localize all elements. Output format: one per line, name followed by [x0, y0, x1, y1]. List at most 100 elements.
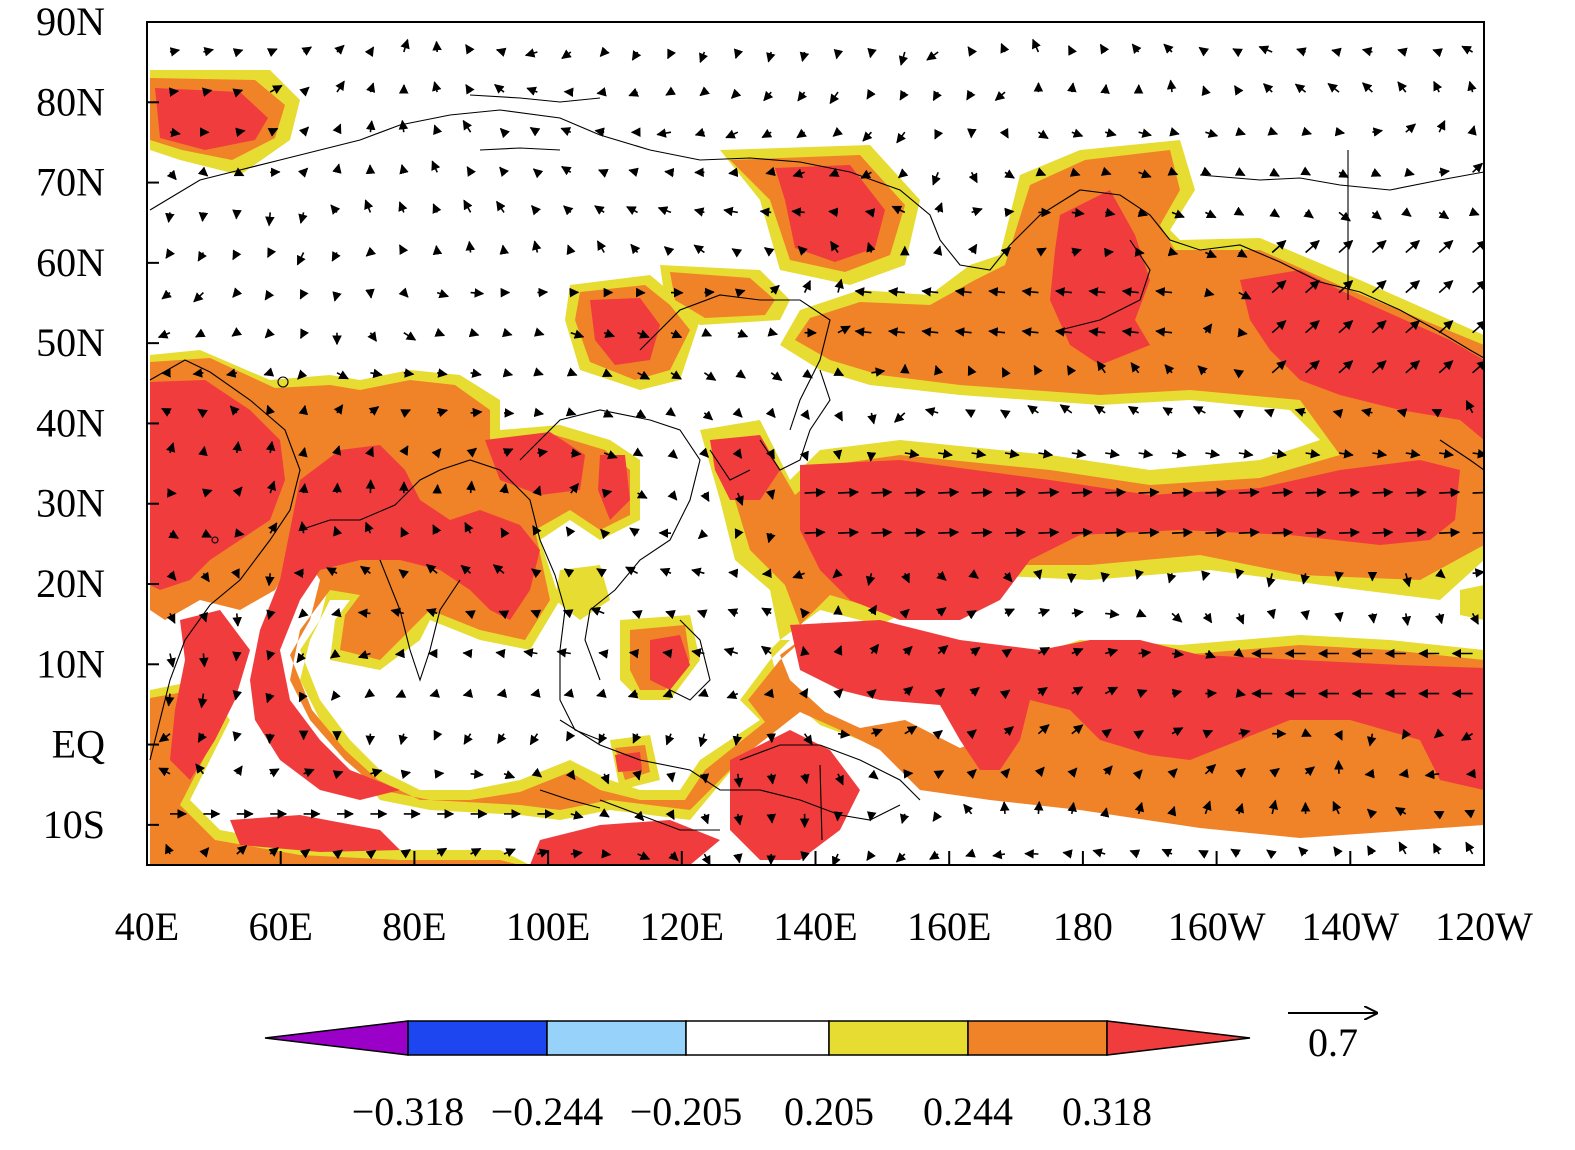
wind-vector: [465, 610, 476, 620]
wind-vector: [198, 611, 208, 623]
wind-vector: [1069, 167, 1081, 177]
wind-vector: [670, 370, 682, 380]
wind-vector: [1327, 82, 1340, 93]
wind-vector: [797, 245, 808, 256]
wind-vector: [232, 731, 242, 742]
wind-vector: [1467, 80, 1477, 93]
wind-vector: [1268, 799, 1279, 815]
wind-vector: [630, 243, 641, 255]
wind-vector: [1205, 449, 1221, 459]
wind-vector: [332, 770, 344, 780]
wind-vector: [1137, 207, 1149, 218]
wind-vector: [732, 448, 743, 459]
wind-vector: [1367, 613, 1378, 624]
wind-vector: [1202, 323, 1213, 335]
wind-vector: [326, 567, 338, 577]
wind-vector: [570, 810, 584, 820]
wind-vector: [1371, 239, 1387, 254]
wind-vector: [400, 409, 411, 418]
wind-vector: [1361, 407, 1373, 418]
wind-vector: [837, 487, 859, 498]
wind-vector: [868, 769, 879, 780]
wind-vector: [1071, 647, 1084, 657]
wind-vector: [767, 327, 779, 337]
wind-vector: [726, 690, 739, 699]
wind-vector: [1067, 82, 1077, 93]
wind-vector: [298, 691, 308, 703]
wind-vector: [665, 733, 675, 746]
wind-vector: [265, 733, 275, 744]
wind-vector: [1202, 800, 1212, 815]
wind-vector: [1300, 573, 1310, 585]
wind-vector: [1401, 207, 1412, 217]
wind-vector: [831, 853, 841, 865]
wind-vector: [693, 244, 705, 255]
wind-vector: [566, 244, 576, 256]
colorbar-label: −0.205: [630, 1089, 743, 1134]
wind-vector: [495, 47, 507, 57]
wind-vector: [265, 440, 276, 454]
wind-vector: [394, 648, 405, 659]
wind-vector: [904, 725, 918, 736]
wind-vector: [470, 847, 482, 857]
wind-vector: [696, 609, 708, 619]
wind-vector: [498, 610, 510, 620]
wind-vector: [1038, 527, 1060, 538]
wind-vector: [634, 810, 645, 822]
wind-vector: [432, 81, 442, 93]
wind-vector: [1021, 287, 1039, 297]
wind-vector: [1167, 805, 1177, 817]
wind-vector: [1104, 128, 1117, 138]
wind-vector: [1301, 126, 1313, 136]
wind-vector: [1135, 608, 1147, 618]
wind-vector: [436, 847, 448, 857]
wind-vector: [333, 404, 344, 415]
wind-vector: [800, 773, 810, 785]
wind-vector: [332, 291, 342, 302]
wind-vector: [1164, 364, 1175, 375]
wind-vector: [1100, 166, 1112, 176]
wind-vector: [1424, 769, 1440, 780]
wind-vector: [1332, 409, 1344, 419]
wind-vector: [967, 46, 978, 57]
wind-vector: [1198, 849, 1209, 859]
lon-tick-label: 160E: [907, 904, 991, 949]
wind-vector: [330, 204, 341, 215]
wind-vector: [267, 247, 277, 258]
wind-vector: [1371, 280, 1387, 294]
wind-vector: [1167, 247, 1179, 257]
wind-vector: [833, 645, 843, 656]
wind-vector: [1267, 126, 1279, 136]
wind-vector: [299, 328, 309, 340]
wind-vector: [766, 51, 776, 63]
wind-vector: [570, 329, 585, 339]
wind-vector: [832, 126, 843, 137]
wind-vector: [466, 480, 476, 494]
wind-vector: [1467, 125, 1477, 136]
wind-vector: [201, 87, 213, 97]
reference-vector-label: 0.7: [1308, 1020, 1358, 1065]
wind-vector: [1296, 47, 1307, 57]
wind-vector: [1099, 807, 1110, 818]
wind-vector: [966, 89, 976, 101]
wind-vector: [866, 88, 876, 100]
wind-vector: [462, 119, 472, 133]
wind-vector: [1000, 768, 1011, 779]
wind-vector: [968, 171, 978, 184]
wind-vector: [296, 652, 307, 664]
wind-vector: [967, 365, 977, 377]
wind-vector: [169, 127, 181, 138]
wind-vector: [463, 199, 473, 213]
wind-vector: [1272, 487, 1294, 498]
wind-vector: [1205, 487, 1227, 498]
wind-vector: [1338, 527, 1360, 538]
wind-vector: [932, 245, 943, 256]
wind-vector: [1294, 407, 1306, 417]
wind-vector: [429, 688, 440, 698]
wind-vector: [229, 405, 240, 416]
wind-vector: [398, 733, 408, 746]
wind-vector: [666, 772, 676, 783]
wind-vector: [1105, 207, 1116, 218]
wind-vector: [332, 482, 342, 494]
wind-vector: [537, 287, 549, 298]
